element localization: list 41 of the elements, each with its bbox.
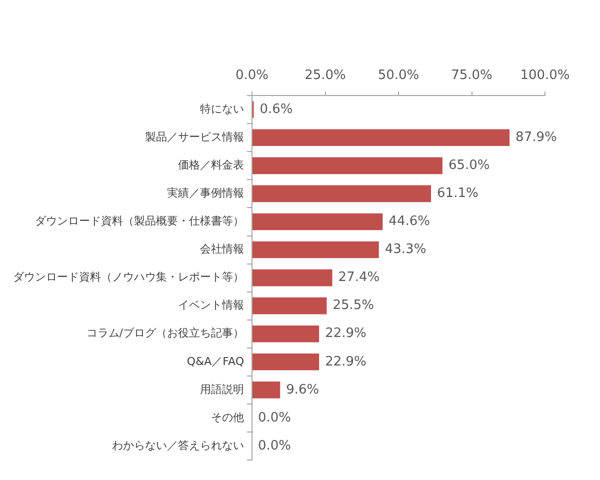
bar xyxy=(252,129,510,146)
data-label: 61.1% xyxy=(437,186,478,202)
x-tick-label: 50.0% xyxy=(378,68,420,84)
data-label: 0.6% xyxy=(260,102,293,117)
data-label: 43.3% xyxy=(384,242,426,258)
data-label: 9.6% xyxy=(286,382,320,398)
data-label: 25.5% xyxy=(332,298,374,314)
y-tick-label: 会社情報 xyxy=(200,242,244,256)
bar xyxy=(252,213,383,230)
bar xyxy=(252,269,332,286)
bar xyxy=(252,353,320,370)
y-tick-label: ダウンロード資料（製品概要・仕様書等） xyxy=(35,214,244,228)
y-tick-label: コラム/ブログ（お役立ち記事） xyxy=(86,326,244,340)
y-tick-label: 価格／料金表 xyxy=(178,158,244,172)
data-label: 65.0% xyxy=(448,158,490,174)
data-label: 27.4% xyxy=(338,270,380,286)
bar xyxy=(252,185,432,202)
x-tick-label: 0.0% xyxy=(235,68,269,84)
y-tick-label: イベント情報 xyxy=(178,298,244,312)
y-tick-label: ダウンロード資料（ノウハウ集・レポート等） xyxy=(13,270,244,284)
data-label: 22.9% xyxy=(325,354,366,370)
data-label: 22.9% xyxy=(325,326,366,342)
data-label: 0.0% xyxy=(258,410,292,426)
data-label: 44.6% xyxy=(388,214,430,230)
y-tick-label: 特にない xyxy=(200,102,244,116)
x-tick-label: 75.0% xyxy=(451,68,492,84)
bar xyxy=(252,297,327,314)
bar xyxy=(252,325,320,342)
bar xyxy=(252,157,442,174)
bar xyxy=(252,241,379,258)
y-tick-label: 実績／事例情報 xyxy=(167,186,244,200)
data-label: 0.0% xyxy=(258,438,292,454)
x-tick-label: 25.0% xyxy=(304,68,346,84)
y-tick-label: 製品／サービス情報 xyxy=(145,130,244,144)
y-tick-label: その他 xyxy=(211,410,244,424)
data-label: 87.9% xyxy=(516,130,557,146)
bar xyxy=(252,382,280,398)
x-tick-label: 100.0% xyxy=(520,68,570,84)
y-tick-label: Q&A／FAQ xyxy=(186,354,244,368)
y-tick-label: わからない／答えられない xyxy=(112,438,244,452)
y-tick-label: 用語説明 xyxy=(200,382,244,396)
